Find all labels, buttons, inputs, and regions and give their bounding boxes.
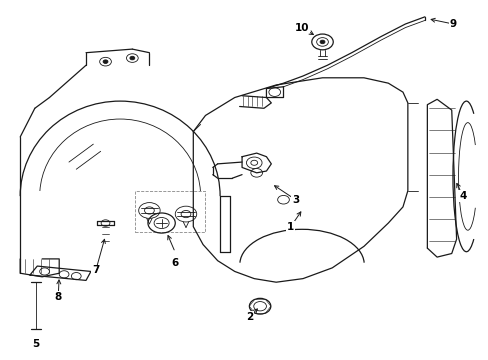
Text: 6: 6 — [171, 258, 179, 268]
Circle shape — [130, 56, 135, 60]
Text: 10: 10 — [294, 23, 308, 33]
Text: 2: 2 — [245, 312, 252, 322]
Text: 1: 1 — [286, 222, 294, 231]
Text: 9: 9 — [448, 19, 456, 29]
Text: 8: 8 — [55, 292, 61, 302]
Text: 7: 7 — [92, 265, 99, 275]
Text: 3: 3 — [291, 195, 299, 205]
Circle shape — [103, 60, 108, 63]
Text: 4: 4 — [458, 191, 466, 201]
Circle shape — [320, 40, 325, 44]
Text: 5: 5 — [32, 339, 40, 349]
